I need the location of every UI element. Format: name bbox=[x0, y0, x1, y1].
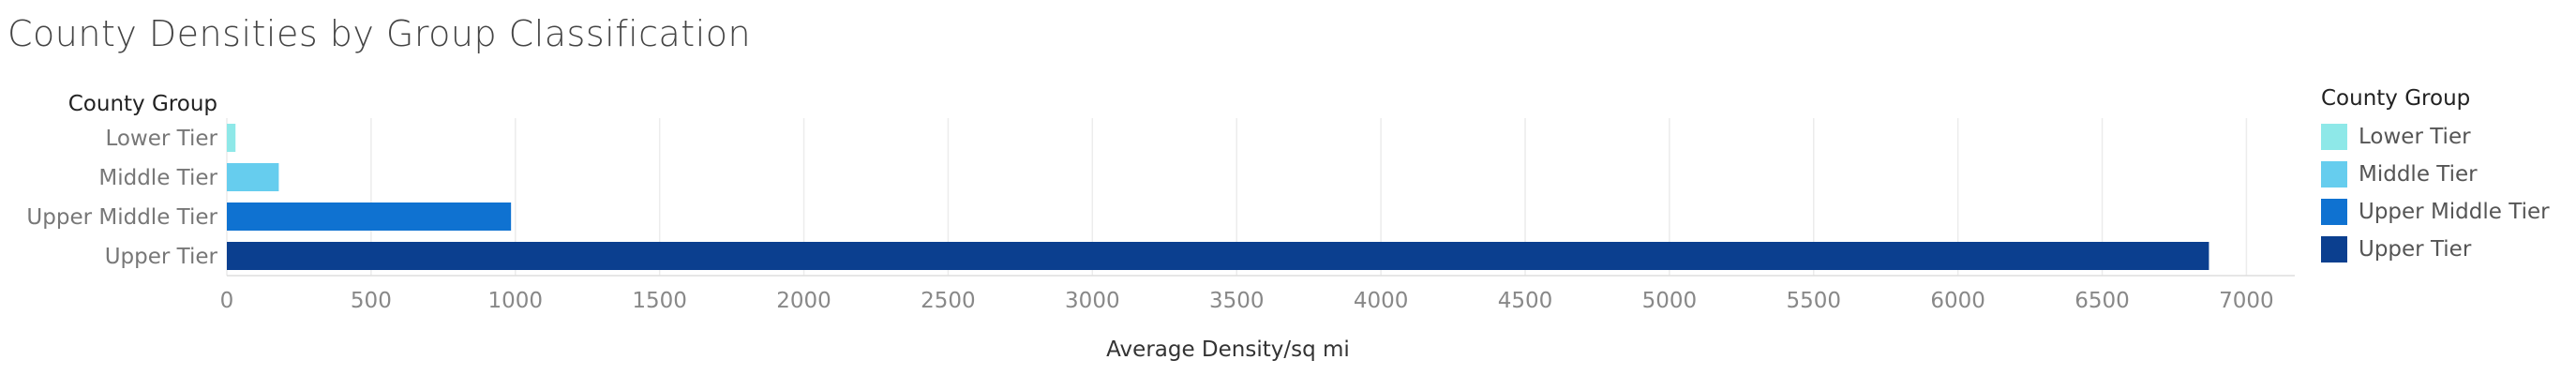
x-tick-label-0: 0 bbox=[220, 289, 234, 313]
bar-2 bbox=[227, 202, 512, 231]
x-tick-label-1500: 1500 bbox=[632, 289, 687, 313]
x-tick-label-6500: 6500 bbox=[2074, 289, 2130, 313]
x-tick-label-5500: 5500 bbox=[1787, 289, 1842, 313]
x-tick-label-3500: 3500 bbox=[1209, 289, 1265, 313]
category-label-3: Upper Tier bbox=[105, 245, 218, 269]
bar-chart: County Group Lower Tier Middle Tier Upper M… bbox=[26, 92, 2295, 362]
legend-swatch bbox=[2321, 161, 2347, 188]
legend-title: County Group bbox=[2321, 86, 2471, 111]
legend: County Group Lower Tier Middle Tier Upper … bbox=[2321, 86, 2550, 268]
legend-label: Upper Tier bbox=[2359, 237, 2472, 262]
legend-swatch bbox=[2321, 236, 2347, 262]
x-tick-label-4000: 4000 bbox=[1354, 289, 1409, 313]
legend-label: Lower Tier bbox=[2359, 125, 2471, 149]
x-tick-label-5000: 5000 bbox=[1642, 289, 1698, 313]
category-label-0: Lower Tier bbox=[105, 127, 217, 151]
legend-swatch bbox=[2321, 124, 2347, 150]
x-tick-label-7000: 7000 bbox=[2219, 289, 2274, 313]
x-tick-label-3000: 3000 bbox=[1065, 289, 1120, 313]
legend-item: Middle Tier bbox=[2321, 156, 2550, 193]
legend-item: Lower Tier bbox=[2321, 118, 2550, 156]
legend-item: Upper Tier bbox=[2321, 231, 2550, 268]
category-label-1: Middle Tier bbox=[98, 166, 217, 190]
legend-label: Upper Middle Tier bbox=[2359, 200, 2550, 224]
x-tick-label-2000: 2000 bbox=[776, 289, 831, 313]
chart-title: County Densities by Group Classification bbox=[7, 13, 752, 54]
x-tick-label-2500: 2500 bbox=[921, 289, 976, 313]
bar-0 bbox=[227, 124, 236, 152]
x-axis-title: Average Density/sq mi bbox=[1106, 338, 1350, 362]
x-tick-label-6000: 6000 bbox=[1930, 289, 1985, 313]
bar-1 bbox=[227, 163, 279, 191]
x-tick-label-500: 500 bbox=[351, 289, 392, 313]
legend-label: Middle Tier bbox=[2359, 162, 2478, 187]
legend-items: Lower Tier Middle Tier Upper Middle Tier Up… bbox=[2321, 118, 2550, 268]
category-label-2: Upper Middle Tier bbox=[26, 205, 217, 230]
x-tick-label-4500: 4500 bbox=[1498, 289, 1553, 313]
x-tick-label-1000: 1000 bbox=[488, 289, 544, 313]
legend-swatch bbox=[2321, 199, 2347, 225]
legend-item: Upper Middle Tier bbox=[2321, 193, 2550, 231]
bar-3 bbox=[227, 242, 2209, 270]
row-header: County Group bbox=[68, 92, 217, 116]
